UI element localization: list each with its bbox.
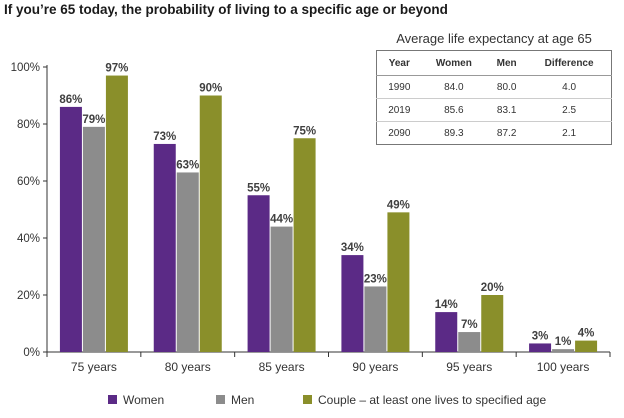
bar	[435, 312, 458, 352]
bar	[552, 349, 575, 352]
x-tick-label: 80 years	[165, 360, 211, 374]
data-label: 20%	[481, 282, 504, 294]
legend-label: Couple – at least one lives to specified…	[318, 393, 546, 407]
data-label: 90%	[199, 83, 222, 95]
cell-difference: 2.1	[527, 121, 612, 145]
header-year: Year	[376, 50, 422, 76]
cell-women: 89.3	[421, 121, 487, 145]
life-expectancy-table: Year Women Men Difference 1990 84.0 80.0…	[376, 50, 612, 145]
header-difference: Difference	[527, 50, 612, 76]
y-tick-label: 0%	[23, 347, 40, 359]
data-label: 14%	[435, 299, 458, 311]
data-label: 3%	[532, 330, 549, 342]
header-women: Women	[421, 50, 487, 76]
data-label: 1%	[555, 336, 572, 348]
data-label: 79%	[82, 114, 105, 126]
y-tick-label: 100%	[11, 62, 40, 74]
data-label: 34%	[341, 242, 364, 254]
cell-year: 2090	[376, 121, 422, 145]
data-label: 23%	[364, 273, 387, 285]
life-expectancy-title: Average life expectancy at age 65	[396, 31, 592, 46]
data-label: 49%	[387, 199, 410, 211]
bar	[293, 138, 316, 352]
bar	[341, 255, 364, 352]
data-label: 7%	[461, 319, 478, 331]
y-tick-label: 60%	[17, 176, 40, 188]
bar	[59, 106, 82, 353]
cell-year: 1990	[388, 81, 411, 93]
y-tick-label: 40%	[17, 233, 40, 245]
x-tick-label: 90 years	[352, 360, 398, 374]
header-men: Men	[486, 50, 528, 76]
chart-title: If you’re 65 today, the probability of l…	[4, 2, 448, 17]
cell-difference: 2.5	[527, 98, 612, 122]
data-label: 55%	[247, 182, 270, 194]
x-tick-label: 85 years	[259, 360, 305, 374]
bar	[481, 295, 504, 352]
x-tick-label: 75 years	[71, 360, 117, 374]
life-expectancy-panel: Average life expectancy at age 65 Year W…	[376, 31, 612, 145]
data-label: 63%	[176, 159, 199, 171]
bar	[105, 75, 128, 353]
y-tick-label: 80%	[17, 119, 40, 131]
data-label: 44%	[270, 214, 293, 226]
x-tick-label: 100 years	[537, 360, 590, 374]
x-tick-label: 95 years	[446, 360, 492, 374]
data-label: 4%	[578, 328, 595, 340]
bar	[270, 226, 293, 352]
bar	[364, 286, 387, 352]
bar	[176, 172, 199, 352]
data-label: 73%	[153, 131, 176, 143]
bar	[199, 95, 222, 352]
table-header-row: Year Women Men Difference	[376, 50, 612, 76]
cell-men: 87.2	[486, 121, 528, 145]
bar	[153, 143, 176, 352]
y-tick-label: 20%	[17, 290, 40, 302]
data-label: 97%	[105, 63, 128, 75]
bar	[82, 126, 105, 352]
data-label: 75%	[293, 125, 316, 137]
cell-difference: 4.0	[562, 81, 577, 93]
legend-label: Women	[123, 393, 164, 407]
table-row: 2090 89.3 87.2 2.1	[376, 121, 612, 145]
cell-women: 84.0	[444, 81, 464, 93]
bar	[458, 332, 481, 352]
data-label: 86%	[59, 94, 82, 106]
legend-label: Men	[231, 393, 254, 407]
cell-women: 85.6	[421, 98, 487, 122]
cell-men: 80.0	[496, 81, 517, 93]
legend-swatch	[216, 395, 225, 404]
legend-swatch	[108, 395, 117, 404]
cell-men: 83.1	[486, 98, 528, 122]
cell-year: 2019	[376, 98, 422, 122]
bar	[247, 195, 270, 352]
bar	[387, 212, 410, 352]
bar	[529, 343, 552, 352]
bar	[575, 340, 598, 352]
legend-swatch	[303, 395, 312, 404]
table-row: 1990 84.0 80.0 4.0	[377, 76, 612, 99]
table-row: 2019 85.6 83.1 2.5	[376, 98, 612, 122]
